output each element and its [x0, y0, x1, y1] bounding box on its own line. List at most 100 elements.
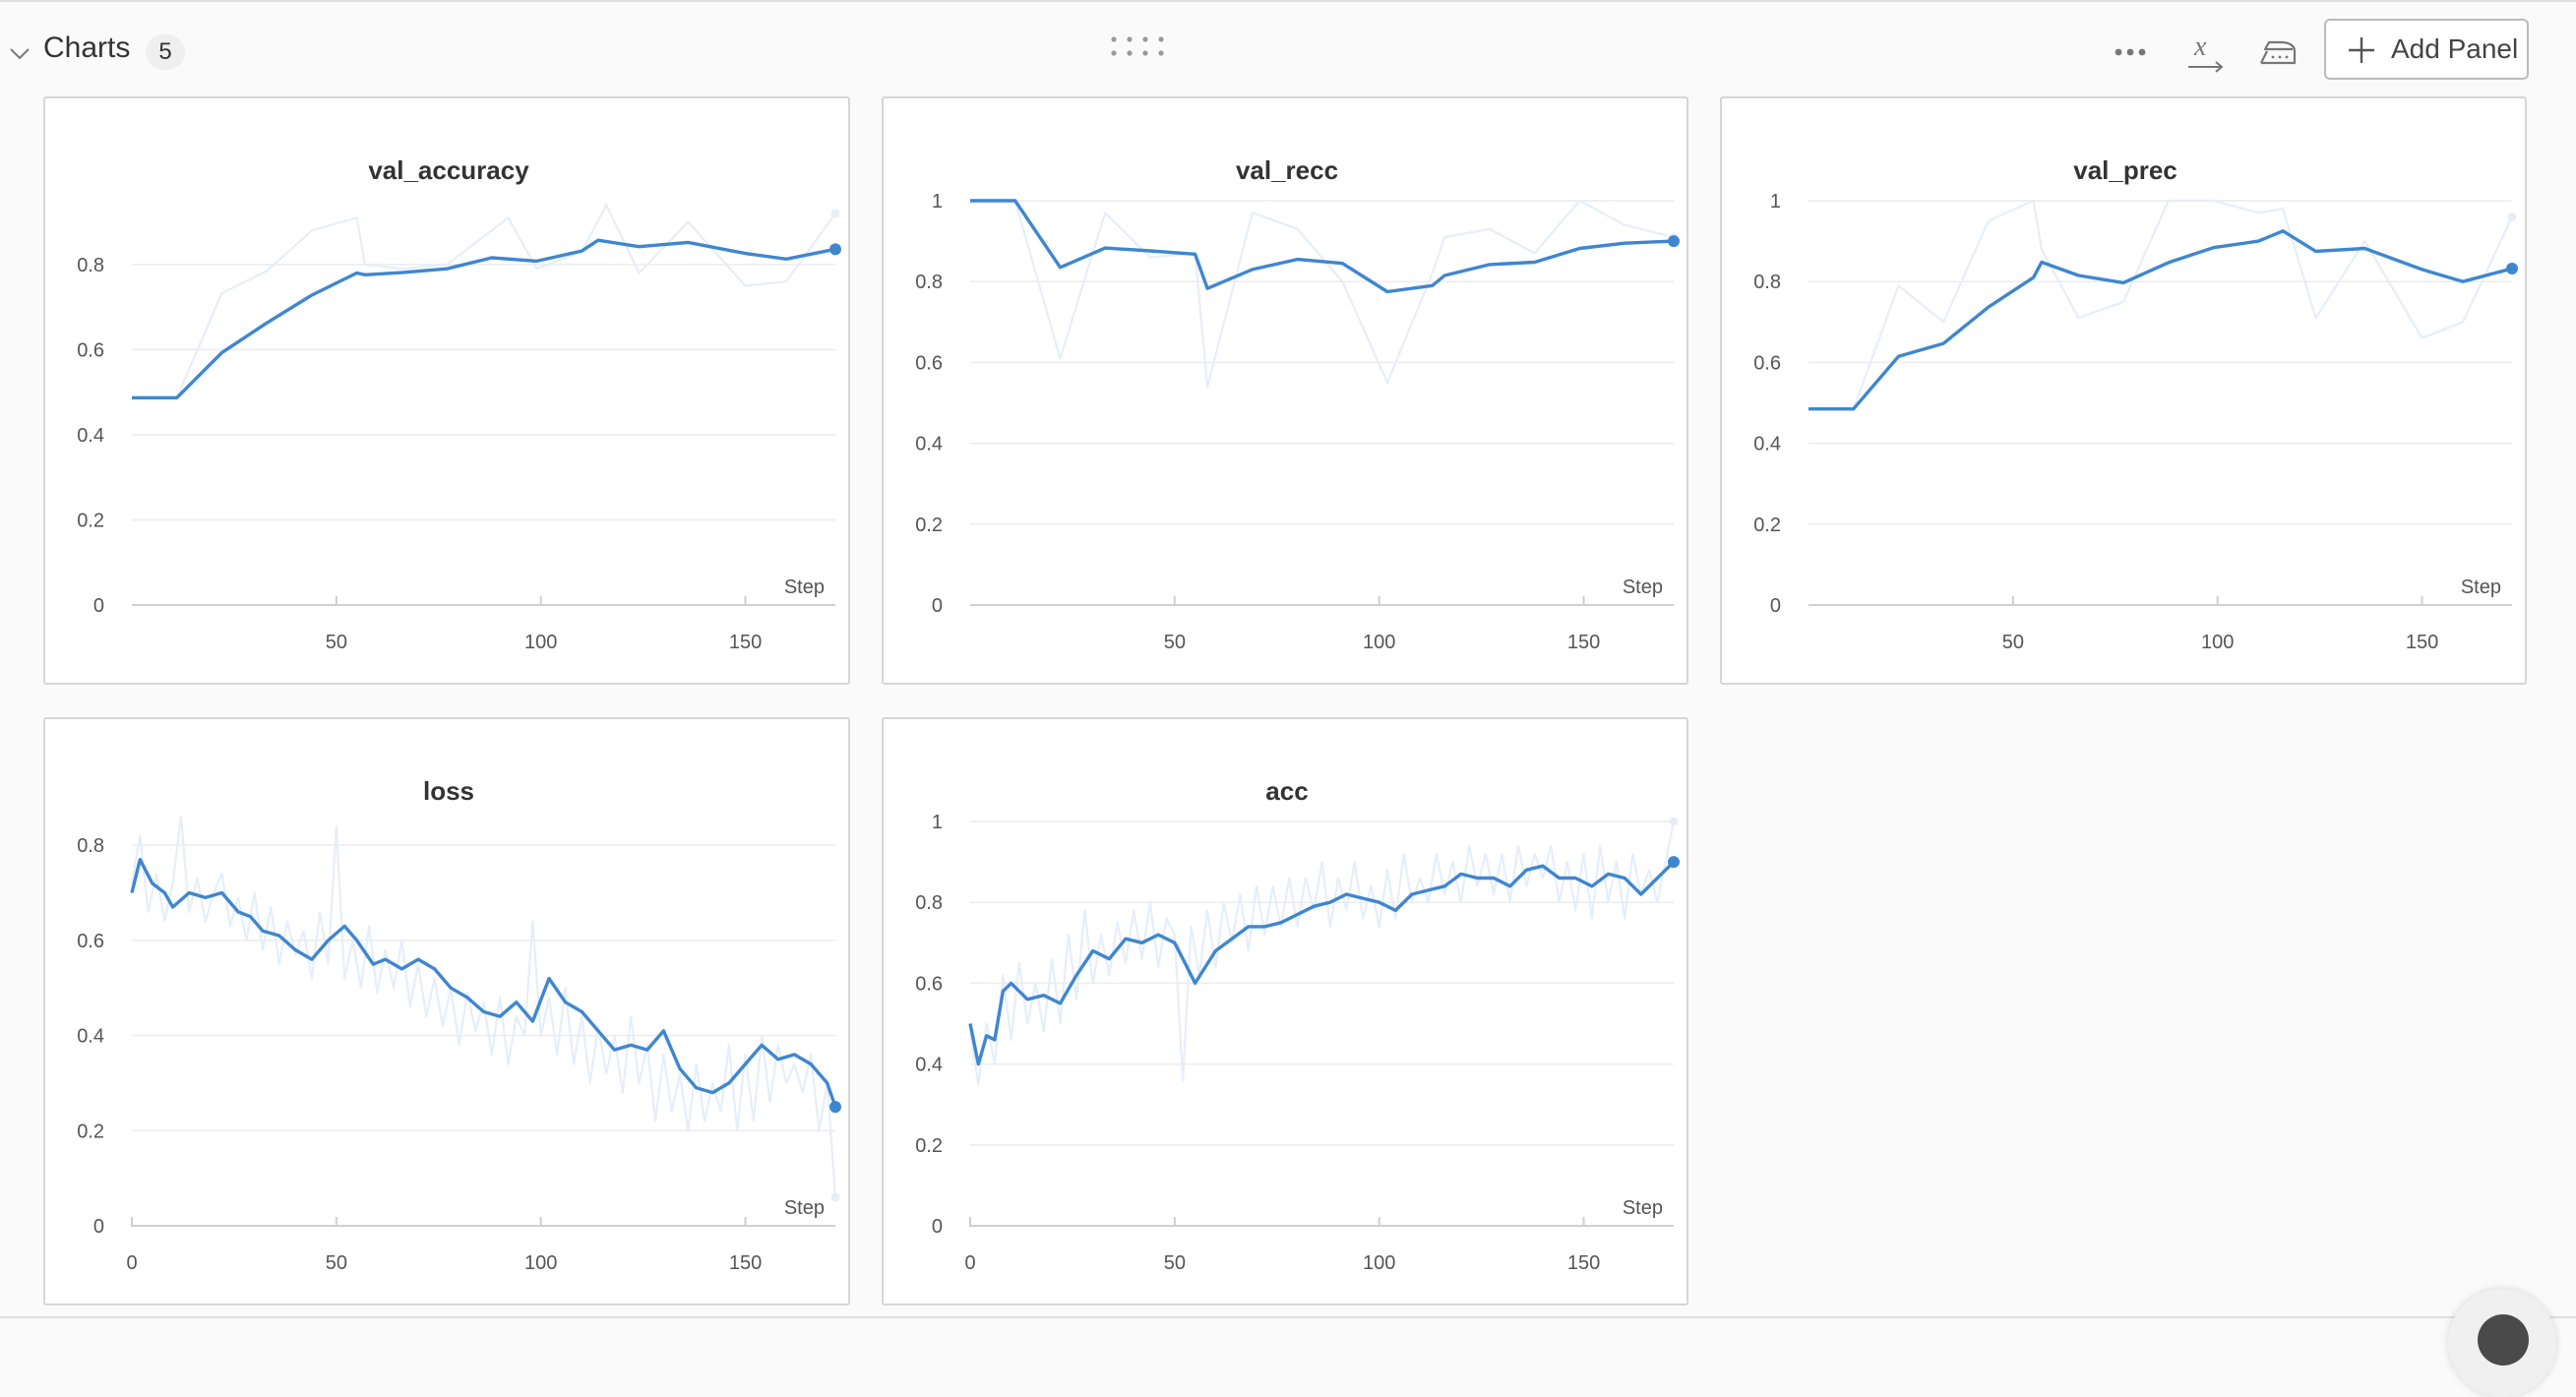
chart-title: acc	[1265, 776, 1308, 806]
x-tick-label: 100	[1363, 632, 1395, 653]
y-tick-label: 0.2	[915, 1135, 943, 1157]
x-tick-label: 150	[2406, 632, 2438, 653]
y-tick-label: 1	[932, 191, 943, 213]
y-tick-label: 0.6	[915, 973, 943, 995]
y-tick-label: 0	[93, 595, 104, 617]
svg-text:x: x	[2193, 31, 2207, 62]
x-tick-label: 150	[1567, 1252, 1600, 1274]
x-tick-label: 100	[524, 1252, 557, 1274]
y-tick-label: 1	[1770, 191, 1781, 213]
chart-title: loss	[423, 776, 474, 806]
raw-last-point	[1669, 817, 1679, 826]
chevron-down-icon[interactable]	[8, 41, 31, 65]
smoothed-last-point	[1668, 235, 1680, 248]
x-tick-label: 150	[729, 1252, 762, 1274]
y-tick-label: 0.8	[915, 272, 943, 293]
y-tick-label: 0	[932, 1216, 943, 1238]
x-tick-label: 150	[1567, 632, 1600, 653]
chart-svg: loss 0 0.2 0.4 0.6 0.8 0 50 100 150 Step	[77, 776, 841, 1274]
add-panel-label: Add Panel	[2391, 33, 2519, 64]
raw-series-line	[130, 816, 837, 1198]
y-tick-label: 0.4	[915, 1055, 943, 1076]
iron-smoothing-icon[interactable]	[2255, 30, 2300, 75]
y-tick-label: 0.2	[1753, 515, 1781, 536]
smoothed-series-line	[132, 238, 836, 399]
raw-last-point	[830, 209, 840, 218]
y-tick-label: 0.2	[77, 510, 104, 531]
section-title[interactable]: Charts	[43, 31, 131, 64]
chart-svg: acc 0 0.2 0.4 0.6 0.8 1 0 50 100 150 Step	[915, 776, 1680, 1274]
chart-panel-val-accuracy[interactable]: val_accuracy 0 0.2 0.4 0.6 0.8 50 100 150 Step	[43, 96, 850, 685]
x-tick-label: 100	[524, 632, 557, 653]
x-axis-label: Step	[784, 577, 825, 598]
chart-panel-loss[interactable]: loss 0 0.2 0.4 0.6 0.8 0 50 100 150 Step	[43, 717, 850, 1306]
smoothed-last-point	[829, 1101, 841, 1114]
y-tick-label: 0	[932, 595, 943, 617]
x-axis-label: Step	[1623, 1197, 1663, 1219]
y-tick-label: 0.6	[1753, 352, 1781, 374]
chart-panel-val-prec[interactable]: val_prec 0 0.2 0.4 0.6 0.8 1 50 100 150 Step	[1720, 96, 2527, 685]
x-tick-label: 50	[326, 632, 347, 653]
x-axis-label: Step	[1623, 577, 1663, 598]
smoothed-series-line	[130, 857, 837, 1108]
raw-series-line	[1809, 199, 2513, 410]
smoothed-series-line	[968, 860, 1676, 1066]
smoothed-last-point	[829, 243, 841, 256]
x-tick-label: 50	[2002, 632, 2024, 653]
chart-title: val_prec	[2073, 155, 2177, 185]
chat-icon	[2478, 1314, 2529, 1366]
y-tick-label: 0.8	[77, 255, 104, 276]
plus-icon	[2349, 37, 2374, 63]
y-tick-label: 0.8	[77, 835, 104, 857]
panel-count-badge: 5	[146, 34, 185, 70]
smoothed-series-line	[1809, 229, 2513, 411]
more-horizontal-icon[interactable]	[2108, 30, 2153, 75]
x-tick-label: 50	[1164, 632, 1186, 653]
y-tick-label: 0.8	[915, 892, 943, 914]
y-tick-label: 0	[1770, 595, 1781, 617]
x-tick-label: 0	[964, 1252, 975, 1274]
y-tick-label: 0.4	[1753, 434, 1781, 456]
smoothed-series-line	[970, 199, 1675, 294]
x-tick-label: 50	[1164, 1252, 1186, 1274]
raw-last-point	[2507, 212, 2517, 221]
chart-panel-val-recc[interactable]: val_recc 0 0.2 0.4 0.6 0.8 1 50 100 150 Step	[882, 96, 1688, 685]
add-panel-button[interactable]: Add Panel	[2324, 19, 2529, 80]
drag-handle-icon[interactable]	[1110, 35, 1165, 57]
y-tick-label: 0.6	[77, 339, 104, 361]
chart-title: val_recc	[1236, 155, 1338, 185]
y-tick-label: 0.4	[77, 425, 104, 447]
raw-series-line	[970, 199, 1675, 389]
chart-svg: val_accuracy 0 0.2 0.4 0.6 0.8 50 100 150 Step	[77, 155, 841, 653]
y-tick-label: 0.4	[77, 1026, 104, 1048]
y-tick-label: 0.6	[77, 931, 104, 952]
raw-series-line	[132, 204, 836, 399]
y-tick-label: 0.4	[915, 434, 943, 456]
top-divider	[0, 0, 2576, 2]
raw-last-point	[830, 1192, 840, 1202]
y-tick-label: 0.6	[915, 352, 943, 374]
bottom-divider	[0, 1316, 2576, 1318]
x-axis-label: Step	[2461, 577, 2501, 598]
x-tick-label: 100	[2201, 632, 2234, 653]
y-tick-label: 1	[932, 812, 943, 833]
smoothed-last-point	[1668, 856, 1680, 869]
y-tick-label: 0.2	[915, 515, 943, 536]
x-tick-label: 0	[126, 1252, 137, 1274]
y-tick-label: 0.2	[77, 1121, 104, 1142]
x-axis-function-icon[interactable]: x	[2182, 30, 2228, 75]
x-axis-label: Step	[784, 1197, 825, 1219]
chart-panel-acc[interactable]: acc 0 0.2 0.4 0.6 0.8 1 0 50 100 150 Step	[882, 717, 1688, 1306]
y-tick-label: 0	[93, 1216, 104, 1238]
charts-section-header: Charts 5 x Add Panel	[0, 0, 2576, 98]
x-tick-label: 100	[1363, 1252, 1395, 1274]
x-tick-label: 50	[326, 1252, 347, 1274]
y-tick-label: 0.8	[1753, 272, 1781, 293]
help-chat-button[interactable]	[2448, 1289, 2556, 1397]
smoothed-last-point	[2506, 263, 2518, 275]
raw-series-line	[968, 820, 1676, 1086]
x-tick-label: 150	[729, 632, 762, 653]
chart-title: val_accuracy	[368, 155, 529, 185]
